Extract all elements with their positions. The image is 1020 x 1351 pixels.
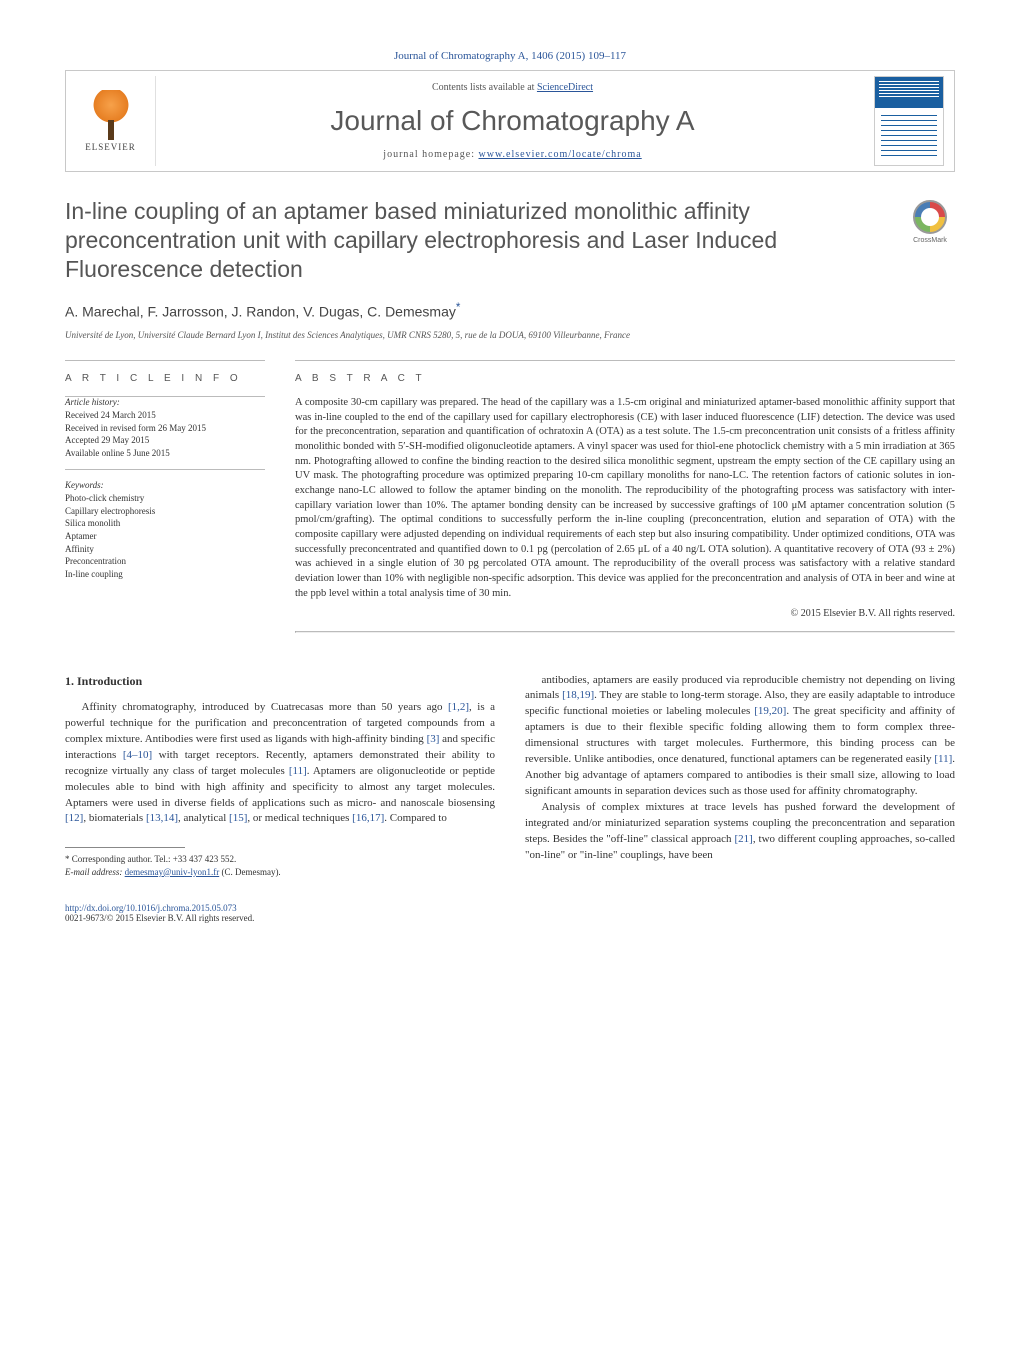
article-info-column: A R T I C L E I N F O Article history: R…	[65, 360, 265, 633]
journal-cover-thumbnail[interactable]	[874, 76, 944, 166]
sciencedirect-link[interactable]: ScienceDirect	[537, 82, 593, 93]
corresponding-author-footnote: * Corresponding author. Tel.: +33 437 42…	[65, 853, 495, 865]
crossmark-label: CrossMark	[913, 237, 947, 244]
email-footnote: E-mail address: demesmay@univ-lyon1.fr (…	[65, 866, 495, 878]
abstract-text: A composite 30-cm capillary was prepared…	[295, 396, 955, 602]
body-left-column: 1. Introduction Affinity chromatography,…	[65, 673, 495, 878]
article-history-heading: Article history:	[65, 397, 265, 407]
article-history-text: Received 24 March 2015 Received in revis…	[65, 409, 265, 459]
abstract-label: A B S T R A C T	[295, 373, 955, 384]
intro-paragraph-left: Affinity chromatography, introduced by C…	[65, 700, 495, 828]
body-columns: 1. Introduction Affinity chromatography,…	[65, 673, 955, 878]
article-title: In-line coupling of an aptamer based min…	[65, 197, 890, 283]
journal-reference: Journal of Chromatography A, 1406 (2015)…	[65, 50, 955, 62]
contents-available-line: Contents lists available at ScienceDirec…	[166, 82, 859, 93]
authors-line: A. Marechal, F. Jarrosson, J. Randon, V.…	[65, 301, 955, 320]
keywords-text: Photo-click chemistry Capillary electrop…	[65, 492, 265, 580]
corresponding-marker: *	[456, 301, 461, 314]
homepage-link[interactable]: www.elsevier.com/locate/chroma	[479, 149, 642, 160]
intro-paragraph-right-1: antibodies, aptamers are easily produced…	[525, 673, 955, 801]
footnote-rule	[65, 847, 185, 848]
body-right-column: antibodies, aptamers are easily produced…	[525, 673, 955, 878]
abstract-column: A B S T R A C T A composite 30-cm capill…	[295, 360, 955, 633]
email-suffix: (C. Demesmay).	[219, 867, 280, 877]
doi-link[interactable]: http://dx.doi.org/10.1016/j.chroma.2015.…	[65, 903, 237, 913]
elsevier-tree-icon	[86, 90, 136, 140]
contents-prefix: Contents lists available at	[432, 82, 537, 93]
abstract-copyright: © 2015 Elsevier B.V. All rights reserved…	[295, 608, 955, 619]
journal-title: Journal of Chromatography A	[166, 105, 859, 137]
journal-header-box: ELSEVIER Contents lists available at Sci…	[65, 70, 955, 172]
abstract-bottom-rule	[295, 631, 955, 633]
introduction-heading: 1. Introduction	[65, 673, 495, 690]
email-label: E-mail address:	[65, 867, 125, 877]
authors-names: A. Marechal, F. Jarrosson, J. Randon, V.…	[65, 304, 456, 320]
keywords-heading: Keywords:	[65, 480, 265, 490]
journal-homepage-line: journal homepage: www.elsevier.com/locat…	[166, 149, 859, 160]
elsevier-logo[interactable]: ELSEVIER	[66, 76, 156, 166]
page-footer: http://dx.doi.org/10.1016/j.chroma.2015.…	[65, 903, 955, 923]
publisher-name: ELSEVIER	[85, 142, 136, 152]
intro-paragraph-right-2: Analysis of complex mixtures at trace le…	[525, 800, 955, 864]
affiliation: Université de Lyon, Université Claude Be…	[65, 330, 955, 340]
crossmark-badge[interactable]: CrossMark	[905, 197, 955, 247]
header-center: Contents lists available at ScienceDirec…	[156, 72, 869, 170]
email-link[interactable]: demesmay@univ-lyon1.fr	[125, 867, 220, 877]
crossmark-icon	[913, 200, 947, 234]
article-info-label: A R T I C L E I N F O	[65, 373, 265, 384]
issn-copyright: 0021-9673/© 2015 Elsevier B.V. All right…	[65, 913, 254, 923]
homepage-prefix: journal homepage:	[383, 149, 478, 160]
